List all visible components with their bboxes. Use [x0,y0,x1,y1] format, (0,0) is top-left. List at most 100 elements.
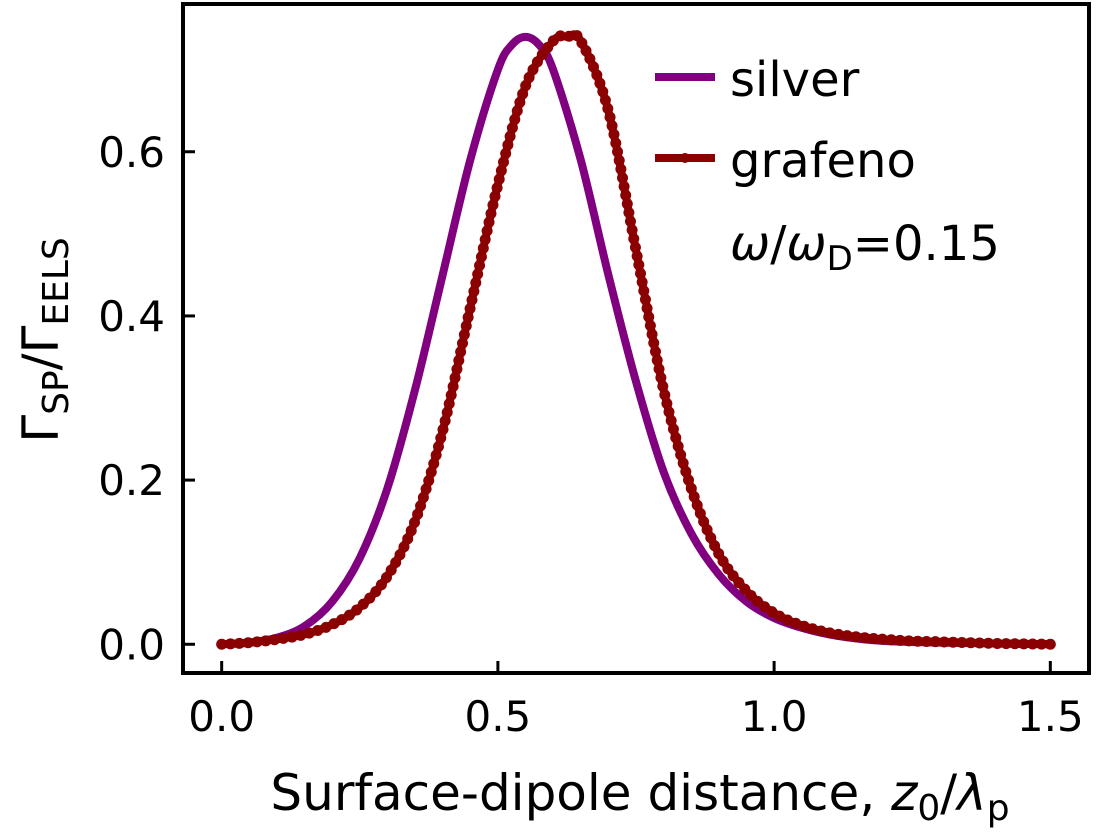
data-point-grafeno [303,627,315,639]
data-point-grafeno [591,69,603,81]
data-point-grafeno [514,96,526,108]
data-point-grafeno [423,475,435,487]
data-point-grafeno [667,423,679,435]
data-point-grafeno [563,30,575,42]
data-point-grafeno [502,139,514,151]
data-point-grafeno [506,122,518,134]
data-point-grafeno [474,259,486,271]
data-point-grafeno [638,285,650,297]
y-tick-label: 0.4 [98,292,165,341]
data-point-grafeno [260,635,272,647]
data-point-grafeno [509,113,521,125]
data-point-grafeno [680,466,692,478]
data-point-grafeno [491,182,503,194]
data-point-grafeno [626,224,638,236]
data-point-grafeno [832,628,844,640]
data-point-grafeno [458,329,470,341]
data-point-grafeno [683,474,694,486]
data-point-grafeno [417,491,429,503]
data-point-grafeno [295,629,307,641]
x-tick-label: 1.0 [741,692,808,741]
data-point-grafeno [659,389,671,401]
data-point-grafeno [437,424,449,435]
data-point-grafeno [636,276,648,288]
data-point-grafeno [859,632,871,644]
x-axis-label: Surface-dipole distance, z0/λp [270,764,1009,829]
data-point-grafeno [649,346,661,358]
data-point-grafeno [554,30,566,42]
data-point-grafeno [651,354,663,366]
data-point-grafeno [643,311,655,323]
x-tick-label: 1.5 [1017,692,1084,741]
data-point-grafeno [511,105,523,117]
data-point-grafeno [635,267,646,279]
data-point-grafeno [439,415,451,427]
data-point-grafeno [621,198,633,210]
data-point-grafeno [613,154,625,166]
data-point-grafeno [672,440,684,452]
data-point-grafeno [597,86,609,98]
data-point-grafeno [233,637,245,649]
data-point-grafeno [487,199,499,211]
legend-label-grafeno: grafeno [730,133,916,189]
series-layer [216,30,1056,650]
data-point-grafeno [655,372,667,384]
data-point-grafeno [225,638,236,650]
data-point-grafeno [455,346,467,358]
data-point-grafeno [648,337,660,349]
series-line-grafeno [217,30,1055,649]
data-point-grafeno [443,398,455,410]
data-point-grafeno [663,406,675,418]
data-point-grafeno [216,638,228,650]
data-point-grafeno [646,328,658,340]
data-point-grafeno [475,251,487,263]
data-point-grafeno [460,320,472,332]
data-point-grafeno [415,500,427,512]
data-point-grafeno [435,432,447,444]
y-axis-label: ΓSP/ΓEELS [12,237,77,443]
data-point-grafeno [500,148,512,160]
data-point-grafeno [462,311,474,323]
data-point-grafeno [430,449,442,461]
data-point-grafeno [628,233,640,245]
data-point-grafeno [242,637,254,649]
data-point-grafeno [445,389,457,401]
x-tick-label: 0.0 [188,692,255,741]
data-point-grafeno [1000,638,1012,650]
data-point-grafeno [472,268,484,280]
data-point-grafeno [929,636,941,648]
data-point-grafeno [612,146,624,158]
data-point-grafeno [610,137,622,149]
data-point-grafeno [286,631,298,643]
data-point-grafeno [677,457,689,469]
data-point-grafeno [921,635,933,647]
data-point-grafeno [606,120,618,132]
data-point-grafeno [947,636,959,648]
data-point-grafeno [991,637,1003,649]
x-tick-label: 0.5 [464,692,531,741]
data-point-grafeno [965,637,977,649]
data-point-grafeno [665,415,677,427]
data-point-grafeno [675,449,687,461]
data-point-grafeno [269,634,281,646]
data-point-grafeno [639,294,651,306]
data-point-grafeno [251,636,263,648]
legend: silver grafeno [655,52,916,189]
data-point-grafeno [1044,638,1056,650]
data-point-grafeno [974,637,986,649]
data-point-grafeno [451,363,463,375]
data-point-grafeno [441,406,453,418]
y-tick-label: 0.0 [98,620,165,669]
data-point-grafeno [481,225,493,237]
data-point-grafeno [594,77,606,89]
data-point-grafeno [599,94,611,106]
data-point-grafeno [623,207,635,219]
data-point-grafeno [604,111,616,123]
data-point-grafeno [938,636,950,648]
data-point-grafeno [790,617,802,629]
data-point-grafeno [608,128,620,140]
data-point-grafeno [912,635,924,647]
data-point-grafeno [798,620,810,632]
data-point-grafeno [824,627,836,639]
data-point-grafeno [841,630,853,642]
